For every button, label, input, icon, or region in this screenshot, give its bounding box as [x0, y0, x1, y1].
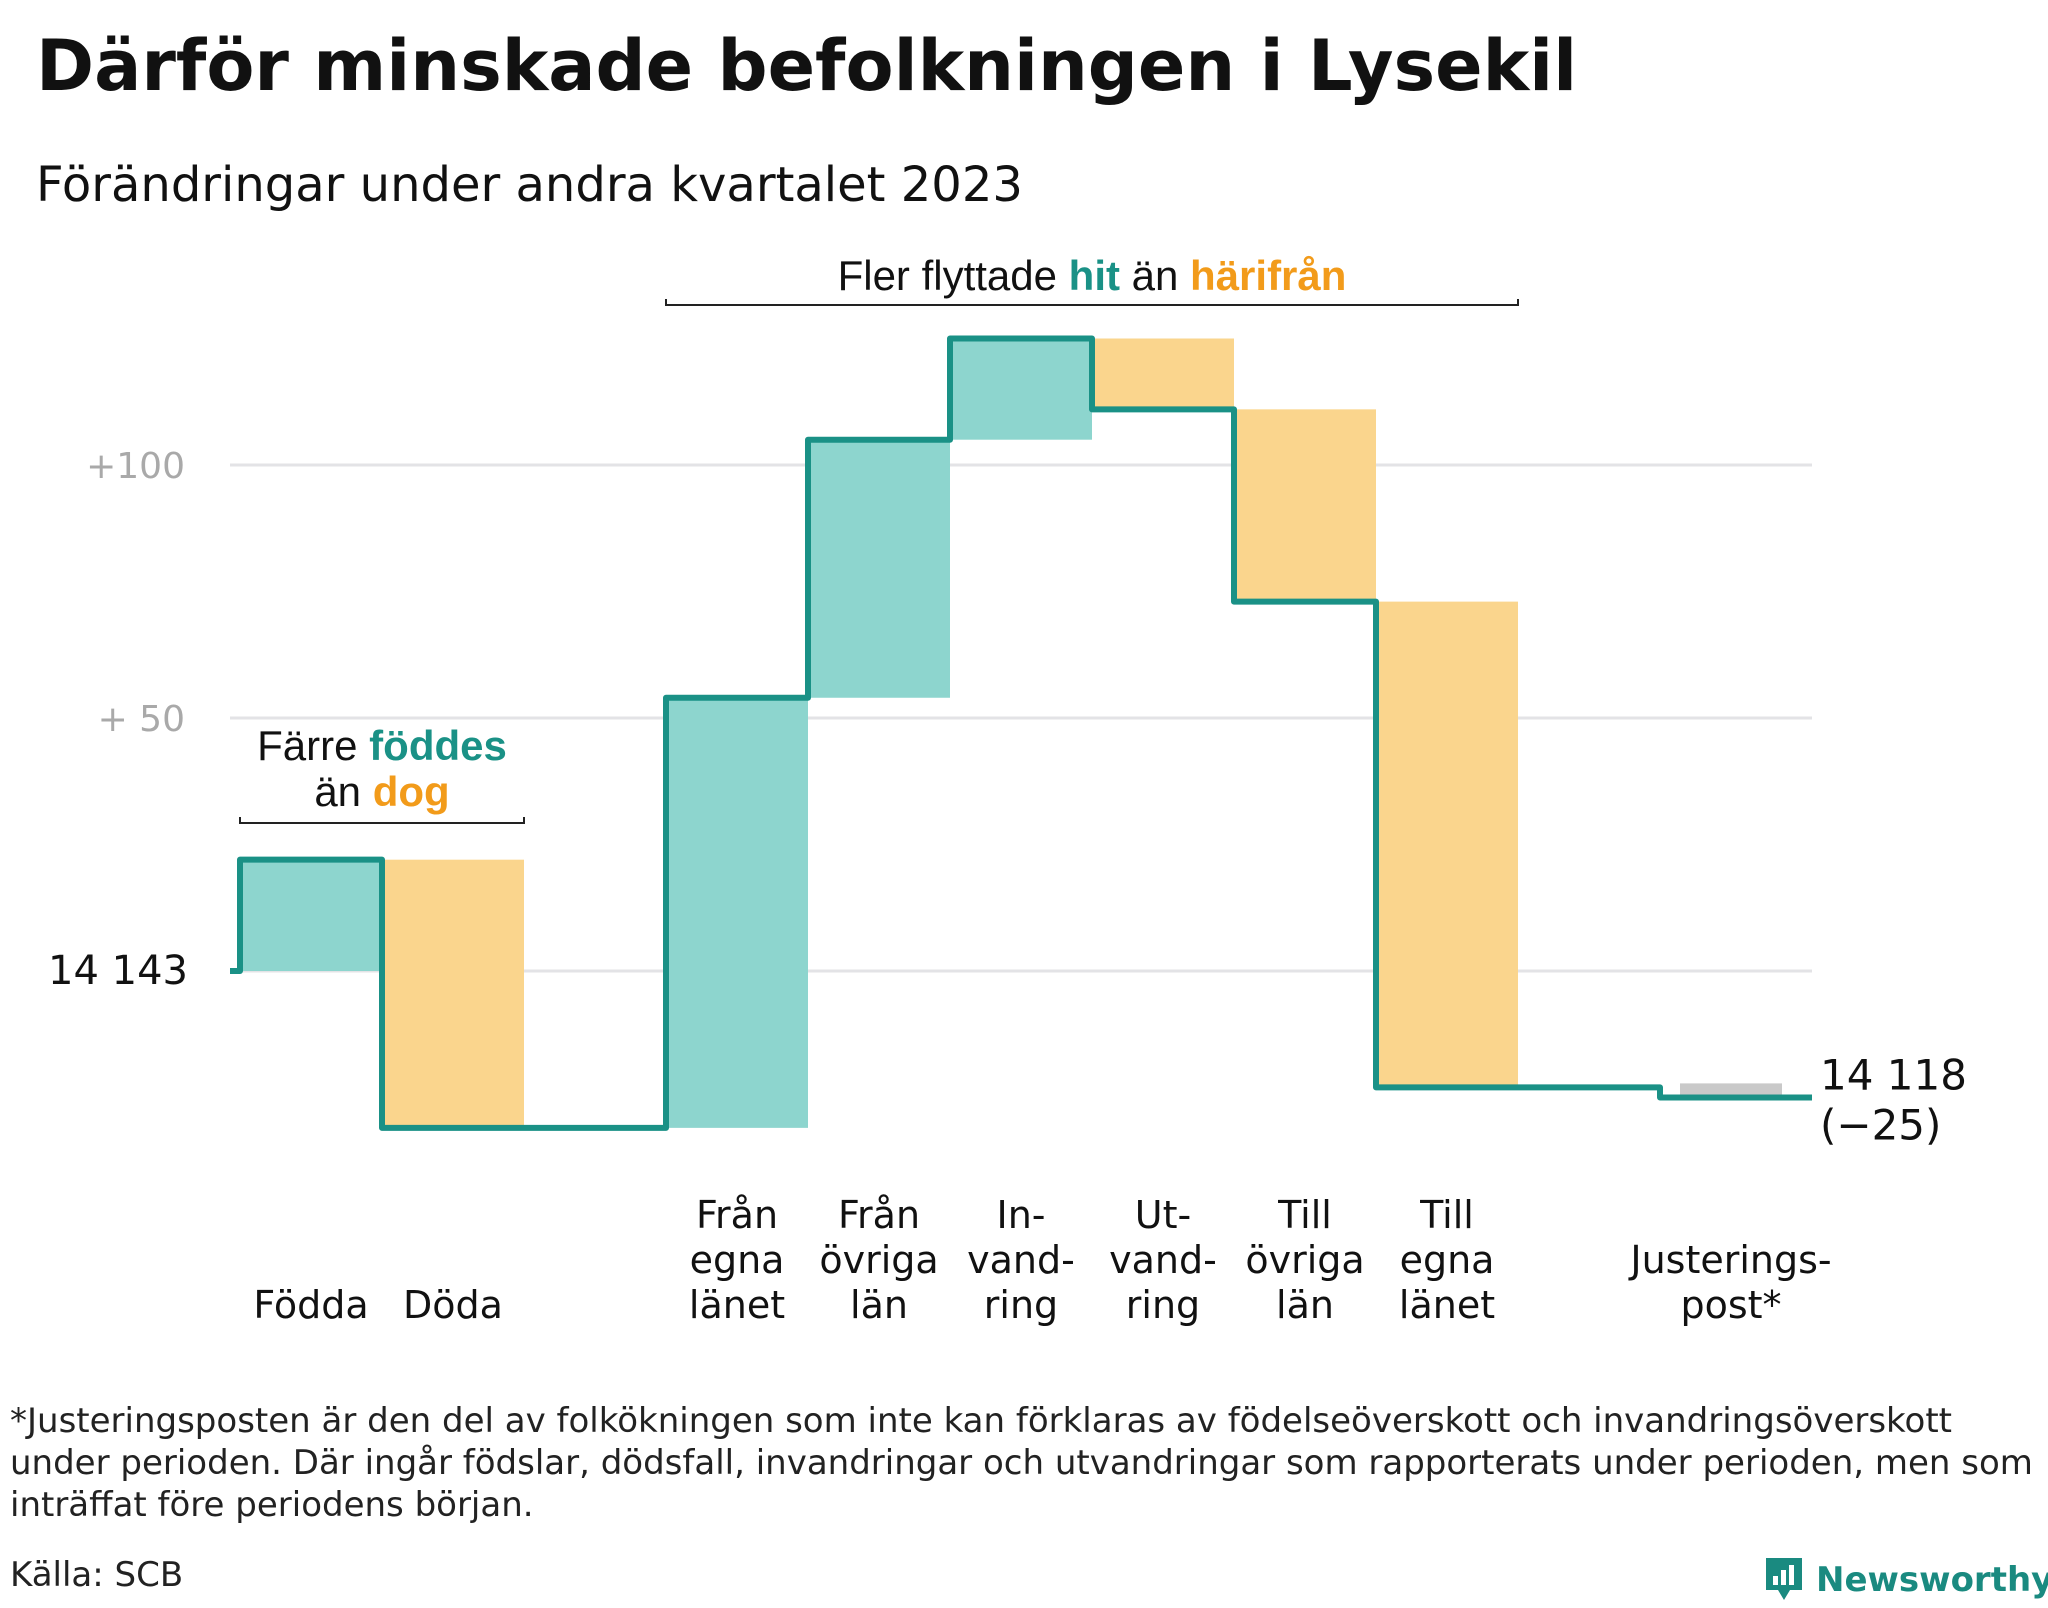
chart-title: Därför minskade befolkningen i Lysekil — [36, 25, 1578, 107]
category-label: egna — [690, 1238, 785, 1282]
category-label: länet — [689, 1283, 785, 1327]
category-label: Ut- — [1135, 1193, 1191, 1237]
category-label: In- — [996, 1193, 1045, 1237]
category-label: övriga — [1245, 1238, 1364, 1282]
y-tick-label: + 50 — [98, 699, 185, 740]
annotation-text: än — [314, 768, 372, 815]
category-label: post* — [1680, 1283, 1781, 1327]
bar-out — [1234, 409, 1376, 602]
category-label: Döda — [403, 1283, 503, 1327]
bar-in — [666, 697, 808, 1128]
bar-adjust — [1680, 1083, 1782, 1098]
category-labels: Födda DödaFrånegnalänetFrånövrigalänIn-va… — [253, 1193, 1831, 1327]
category-label: Från — [838, 1193, 920, 1237]
category-label: Från — [696, 1193, 778, 1237]
category-label: vand- — [1109, 1238, 1217, 1282]
annotation-text: Fler flyttade — [838, 252, 1069, 299]
category-label: ring — [1126, 1283, 1200, 1327]
newsworthy-brand[interactable]: Newsworthy — [1762, 1552, 2048, 1608]
category-label: län — [850, 1283, 908, 1327]
category-label: egna — [1400, 1238, 1495, 1282]
bar-in — [950, 338, 1092, 440]
cumulative-line — [230, 335, 1812, 1131]
y-tick-label: 14 143 — [48, 948, 188, 994]
annotation-moves: Fler flyttade hit än härifrån — [838, 252, 1347, 299]
bracket-moves — [665, 299, 1519, 306]
bar-in — [808, 439, 950, 698]
annotation-births-line1: Färre föddes — [257, 722, 507, 769]
bar-out — [1376, 601, 1518, 1088]
chart-subtitle: Förändringar under andra kvartalet 2023 — [36, 157, 1023, 213]
bars — [240, 338, 1782, 1128]
category-label: vand- — [967, 1238, 1075, 1282]
source-text: Källa: SCB — [10, 1555, 184, 1595]
y-axis-ticks: +100 + 50 14 143 — [48, 446, 188, 994]
annotation-highlight-out: dog — [373, 768, 450, 815]
category-label: Födda — [253, 1283, 368, 1327]
annotation-text: än — [1120, 252, 1190, 299]
annotation-births-line2: än dog — [314, 768, 449, 815]
newsworthy-logo-icon — [1766, 1558, 1802, 1600]
annotation-highlight-in: hit — [1069, 252, 1120, 299]
cumulative-step-line — [230, 335, 1812, 1131]
footnote: *Justeringsposten är den del av folkökni… — [10, 1401, 2033, 1525]
annotation-highlight-in: föddes — [369, 722, 507, 769]
bar-out — [382, 859, 524, 1128]
category-label: Till — [1277, 1193, 1332, 1237]
bracket-births — [239, 817, 525, 824]
category-label: länet — [1399, 1283, 1495, 1327]
brand-name: Newsworthy — [1816, 1560, 2048, 1600]
end-value-label: 14 118 — [1820, 1051, 1967, 1100]
category-label: övriga — [819, 1238, 938, 1282]
annotation-highlight-out: härifrån — [1190, 252, 1346, 299]
end-change-label: (−25) — [1820, 1101, 1941, 1150]
bar-in — [240, 859, 382, 971]
category-label: län — [1276, 1283, 1334, 1327]
end-labels: 14 118(−25) — [1820, 1051, 1967, 1150]
category-label: Till — [1419, 1193, 1474, 1237]
category-label: Justerings- — [1628, 1238, 1831, 1282]
category-label: ring — [984, 1283, 1058, 1327]
annotation-text: Färre — [257, 722, 369, 769]
y-tick-label: +100 — [86, 446, 185, 487]
bar-out — [1092, 338, 1234, 410]
